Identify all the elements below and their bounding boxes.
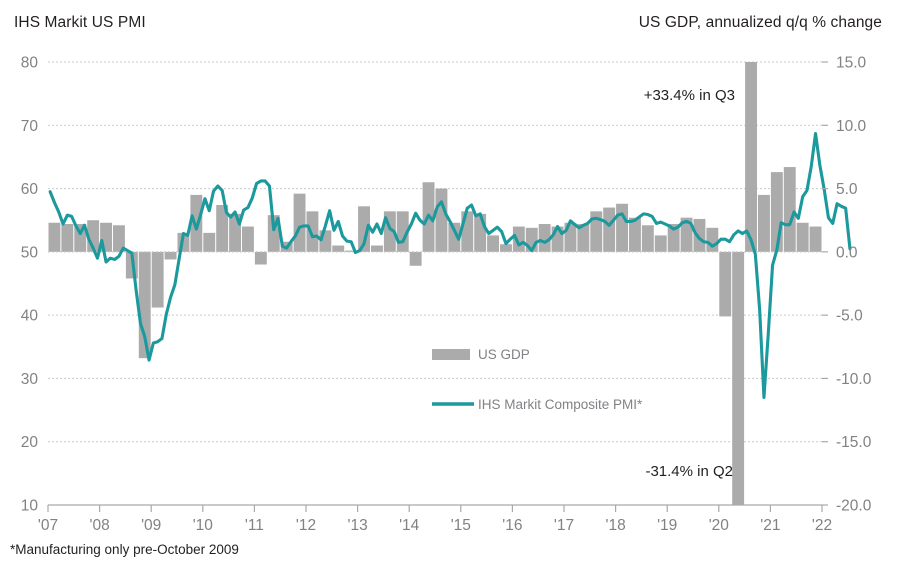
gdp-bars-group [48,62,822,505]
y-left-tick: 30 [21,371,39,388]
y-left-tick: 50 [21,244,39,261]
x-axis-ticks: '07 '08 '09 '10 '11 '12 '13 '14 '15 '16 '17 '18 '19 '… [38,505,832,534]
pmi-line-group [48,131,852,399]
legend-swatch-gdp [432,349,470,360]
x-axis-tick: '14 [399,517,420,534]
x-axis-tick: '09 [141,517,161,534]
x-axis-tick: '17 [554,517,574,534]
x-axis-tick: '20 [709,517,730,534]
x-axis-tick: '13 [347,517,367,534]
chart-plot-area: 10 20 30 40 50 60 70 80 -20.0 -15.0 -10.0 -5.0 0.0 5… [21,55,872,535]
x-axis-tick: '08 [89,517,109,534]
x-axis-tick: '21 [760,517,780,534]
y-right-tick: -5.0 [836,308,863,325]
legend-group: US GDP IHS Markit Composite PMI* [432,347,643,412]
annotations-group: +33.4% in Q3 -31.4% in Q2 [644,87,735,480]
legend-label-pmi: IHS Markit Composite PMI* [478,397,643,412]
x-axis-tick: '07 [38,517,58,534]
left-axis-title: IHS Markit US PMI [14,14,146,31]
x-axis-tick: '18 [605,517,625,534]
y-right-tick: -10.0 [836,371,872,388]
chart-footnote: *Manufacturing only pre-October 2009 [10,542,239,557]
y-right-tick: 0.0 [836,244,858,261]
y-left-tick: 40 [21,308,39,325]
y-left-tick: 80 [21,55,39,72]
x-axis-tick: '22 [812,517,832,534]
x-axis-tick: '15 [451,517,471,534]
annotation-q2-2020: -31.4% in Q2 [645,463,733,480]
x-axis-tick: '19 [657,517,677,534]
y-left-tick: 70 [21,118,39,135]
x-axis-tick: '16 [502,517,522,534]
y-right-tick: 5.0 [836,181,858,198]
right-axis-ticks: -20.0 -15.0 -10.0 -5.0 0.0 5.0 10.0 15.0 [822,55,872,515]
y-right-tick: -20.0 [836,498,872,515]
left-axis-ticks: 10 20 30 40 50 60 70 80 [21,55,39,515]
y-right-tick: 15.0 [836,55,867,72]
legend-label-gdp: US GDP [478,347,530,362]
y-right-tick: -15.0 [836,434,872,451]
right-axis-title: US GDP, annualized q/q % change [638,14,882,31]
y-left-tick: 60 [21,181,39,198]
x-axis-tick: '12 [296,517,316,534]
x-axis-tick: '10 [193,517,214,534]
y-right-tick: 10.0 [836,118,867,135]
y-left-tick: 20 [21,434,39,451]
x-axis-tick: '11 [245,517,264,534]
gridlines-group [48,61,822,506]
annotation-q3-2020: +33.4% in Q3 [644,87,735,104]
y-left-tick: 10 [21,498,39,515]
